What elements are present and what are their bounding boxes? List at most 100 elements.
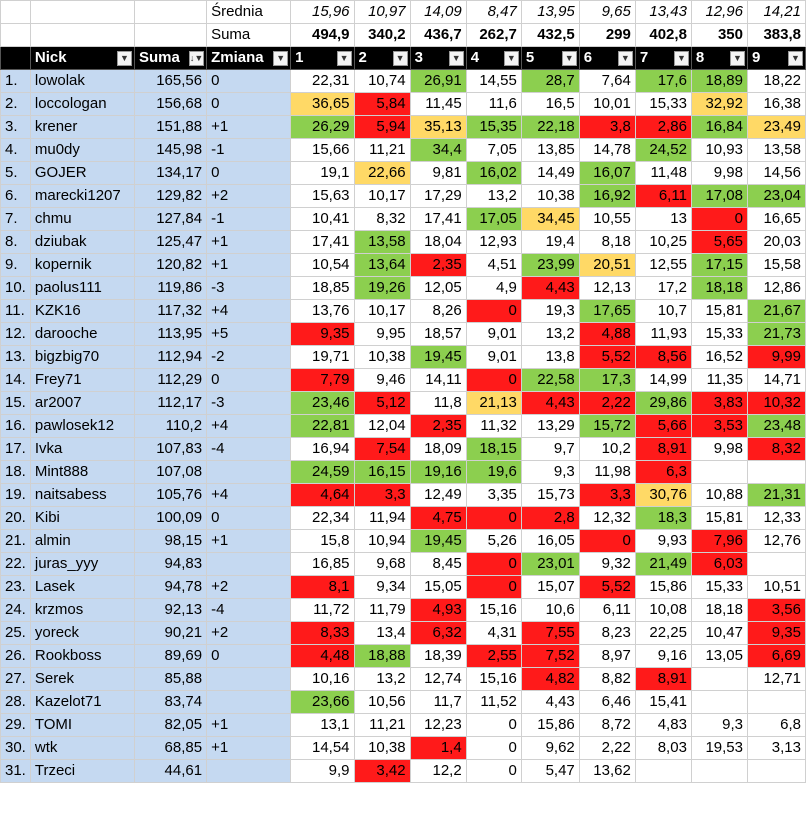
score-cell[interactable]: 17,05 <box>465 207 522 231</box>
score-cell[interactable]: 16,07 <box>578 161 636 185</box>
score-cell[interactable]: 18,88 <box>353 644 411 668</box>
total-cell[interactable]: 134,17 <box>133 161 208 185</box>
score-cell[interactable]: 8,03 <box>634 736 692 760</box>
score-cell[interactable]: 13,85 <box>520 138 580 162</box>
change-cell[interactable] <box>206 759 292 783</box>
score-cell[interactable]: 11,35 <box>690 368 749 392</box>
score-cell[interactable]: 34,45 <box>520 207 580 231</box>
filter-dropdown-icon[interactable]: ▼ <box>730 50 745 66</box>
score-cell[interactable]: 13,58 <box>353 230 411 254</box>
score-cell[interactable]: 17,3 <box>578 368 636 392</box>
score-cell[interactable]: 5,52 <box>578 345 636 369</box>
score-cell[interactable]: 23,49 <box>747 115 806 139</box>
score-cell[interactable]: 9,46 <box>353 368 411 392</box>
score-cell[interactable]: 13,2 <box>353 667 411 691</box>
score-cell[interactable]: 16,5 <box>520 92 580 116</box>
change-cell[interactable]: -2 <box>206 345 292 369</box>
column-header-round[interactable]: 1 ▼ <box>290 46 355 70</box>
total-cell[interactable]: 151,88 <box>133 115 208 139</box>
score-cell[interactable]: 4,43 <box>520 276 580 300</box>
change-cell[interactable]: +4 <box>206 483 292 507</box>
score-cell[interactable]: 9,81 <box>409 161 467 185</box>
score-cell[interactable]: 19,1 <box>290 161 355 185</box>
nick-cell[interactable]: Mint888 <box>29 460 135 484</box>
score-cell[interactable]: 5,52 <box>578 575 636 599</box>
nick-cell[interactable]: TOMI <box>29 713 135 737</box>
rank-cell[interactable]: 29. <box>0 713 31 737</box>
score-cell[interactable]: 17,29 <box>409 184 467 208</box>
score-cell[interactable]: 2,55 <box>465 644 522 668</box>
score-cell[interactable] <box>747 759 806 783</box>
score-cell[interactable]: 19,71 <box>290 345 355 369</box>
score-cell[interactable]: 5,94 <box>353 115 411 139</box>
score-cell[interactable]: 14,99 <box>634 368 692 392</box>
score-cell[interactable]: 5,47 <box>520 759 580 783</box>
filter-dropdown-icon[interactable]: ▼ <box>336 50 352 66</box>
change-cell[interactable]: 0 <box>206 644 292 668</box>
nick-cell[interactable]: loccologan <box>29 92 135 116</box>
score-cell[interactable]: 9,95 <box>353 322 411 346</box>
score-cell[interactable] <box>690 460 749 484</box>
sum-cell[interactable]: 299 <box>578 23 636 47</box>
total-cell[interactable]: 127,84 <box>133 207 208 231</box>
total-cell[interactable]: 113,95 <box>133 322 208 346</box>
rank-cell[interactable]: 16. <box>0 414 31 438</box>
nick-cell[interactable]: marecki1207 <box>29 184 135 208</box>
total-cell[interactable]: 90,21 <box>133 621 208 645</box>
score-cell[interactable]: 16,65 <box>747 207 806 231</box>
score-cell[interactable]: 3,83 <box>690 391 749 415</box>
score-cell[interactable]: 6,46 <box>578 690 636 714</box>
score-cell[interactable]: 10,54 <box>290 253 355 277</box>
score-cell[interactable]: 10,41 <box>290 207 355 231</box>
score-cell[interactable]: 19,45 <box>409 529 467 553</box>
score-cell[interactable]: 2,35 <box>409 253 467 277</box>
score-cell[interactable]: 4,82 <box>520 667 580 691</box>
score-cell[interactable]: 18,22 <box>747 69 806 93</box>
score-cell[interactable]: 14,78 <box>578 138 636 162</box>
score-cell[interactable]: 9,35 <box>747 621 806 645</box>
score-cell[interactable]: 10,7 <box>634 299 692 323</box>
score-cell[interactable]: 17,6 <box>634 69 692 93</box>
score-cell[interactable]: 3,42 <box>353 759 411 783</box>
score-cell[interactable]: 8,1 <box>290 575 355 599</box>
score-cell[interactable]: 12,71 <box>747 667 806 691</box>
change-cell[interactable]: +1 <box>206 713 292 737</box>
score-cell[interactable]: 28,7 <box>520 69 580 93</box>
nick-cell[interactable]: darooche <box>29 322 135 346</box>
score-cell[interactable]: 8,97 <box>578 644 636 668</box>
rank-cell[interactable]: 19. <box>0 483 31 507</box>
nick-cell[interactable]: bigzbig70 <box>29 345 135 369</box>
score-cell[interactable]: 9,01 <box>465 322 522 346</box>
score-cell[interactable]: 19,4 <box>520 230 580 254</box>
score-cell[interactable]: 15,07 <box>520 575 580 599</box>
score-cell[interactable]: 0 <box>465 506 522 530</box>
score-cell[interactable]: 10,47 <box>690 621 749 645</box>
score-cell[interactable]: 11,21 <box>353 713 411 737</box>
score-cell[interactable]: 0 <box>465 552 522 576</box>
score-cell[interactable]: 10,55 <box>578 207 636 231</box>
rank-cell[interactable]: 14. <box>0 368 31 392</box>
column-header-round[interactable]: 7 ▼ <box>634 46 692 70</box>
change-cell[interactable]: +5 <box>206 322 292 346</box>
change-cell[interactable] <box>206 667 292 691</box>
change-cell[interactable]: +2 <box>206 621 292 645</box>
score-cell[interactable] <box>690 667 749 691</box>
score-cell[interactable]: 8,23 <box>578 621 636 645</box>
rank-cell[interactable]: 17. <box>0 437 31 461</box>
change-cell[interactable]: -4 <box>206 598 292 622</box>
score-cell[interactable]: 13,1 <box>290 713 355 737</box>
score-cell[interactable]: 19,26 <box>353 276 411 300</box>
score-cell[interactable]: 15,86 <box>634 575 692 599</box>
score-cell[interactable]: 5,12 <box>353 391 411 415</box>
rank-cell[interactable]: 4. <box>0 138 31 162</box>
score-cell[interactable]: 32,92 <box>690 92 749 116</box>
score-cell[interactable]: 3,3 <box>578 483 636 507</box>
total-cell[interactable]: 82,05 <box>133 713 208 737</box>
score-cell[interactable]: 7,79 <box>290 368 355 392</box>
score-cell[interactable]: 13,2 <box>465 184 522 208</box>
score-cell[interactable]: 8,32 <box>747 437 806 461</box>
score-cell[interactable]: 7,52 <box>520 644 580 668</box>
nick-cell[interactable]: krener <box>29 115 135 139</box>
rank-cell[interactable]: 11. <box>0 299 31 323</box>
score-cell[interactable]: 4,64 <box>290 483 355 507</box>
